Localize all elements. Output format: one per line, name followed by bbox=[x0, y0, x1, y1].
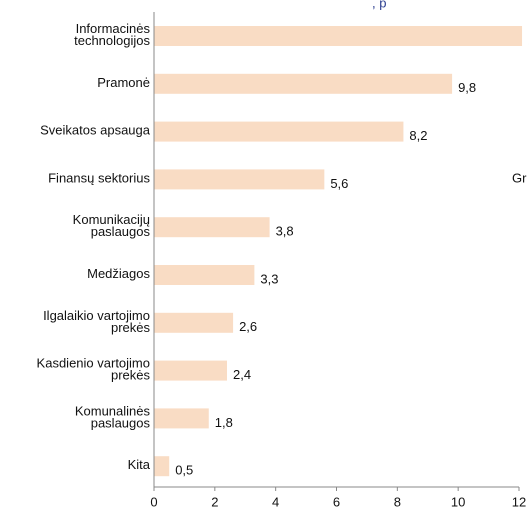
bar bbox=[154, 217, 270, 238]
category-label: Medžiagos bbox=[87, 266, 150, 281]
bar bbox=[154, 408, 209, 429]
bar bbox=[154, 265, 255, 285]
x-tick-label: 2 bbox=[211, 494, 218, 509]
category-label: Sveikatos apsauga bbox=[40, 123, 151, 138]
value-label: 8,2 bbox=[409, 128, 427, 143]
value-label: 3,3 bbox=[260, 271, 278, 286]
value-label: 9,8 bbox=[458, 80, 476, 95]
x-tick-label: 10 bbox=[451, 494, 465, 509]
x-tick-label: 12 bbox=[512, 494, 526, 509]
value-label: 0,5 bbox=[175, 463, 193, 478]
category-label: Kita bbox=[128, 458, 151, 473]
value-label: 1,8 bbox=[215, 415, 233, 430]
bar bbox=[154, 169, 325, 190]
x-tick-label: 6 bbox=[333, 494, 340, 509]
bar bbox=[154, 121, 404, 142]
value-label: 2,6 bbox=[239, 319, 257, 334]
x-tick-label: 0 bbox=[150, 494, 157, 509]
category-label: Finansų sektorius bbox=[48, 171, 150, 186]
category-label: Informacinės technologijos bbox=[74, 21, 150, 48]
bar bbox=[154, 360, 227, 381]
value-label: 5,6 bbox=[330, 176, 348, 191]
bar bbox=[154, 456, 170, 477]
category-label: Kasdienio vartojimo prekės bbox=[37, 356, 151, 383]
bar bbox=[154, 26, 523, 46]
value-label: 2,4 bbox=[233, 367, 251, 382]
x-tick-label: 8 bbox=[394, 494, 401, 509]
bar bbox=[154, 73, 453, 94]
value-label: 3,8 bbox=[276, 224, 294, 239]
chart-title: , p bbox=[372, 0, 386, 10]
annotation: Gr bbox=[512, 170, 527, 185]
x-tick-label: 4 bbox=[272, 494, 279, 509]
bar bbox=[154, 312, 234, 333]
category-label: Pramonė bbox=[97, 75, 150, 90]
category-label: Komunikacijų paslaugos bbox=[73, 213, 151, 240]
category-label: Ilgalaikio vartojimo prekės bbox=[43, 308, 150, 335]
category-label: Komunalinės paslaugos bbox=[75, 404, 151, 431]
